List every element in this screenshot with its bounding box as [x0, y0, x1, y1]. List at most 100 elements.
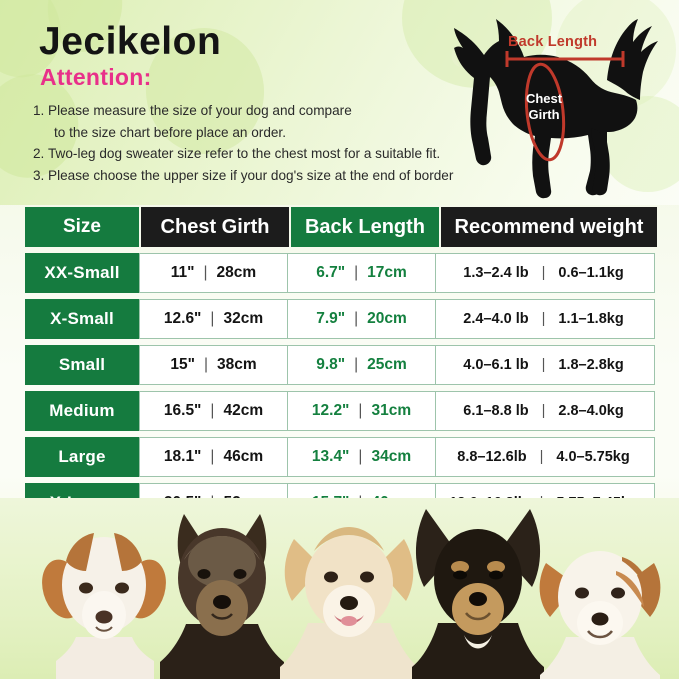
row-back-length: 7.9" | 20cm — [287, 300, 435, 338]
row-recommend-weight: 1.3–2.4 lb | 0.6–1.1kg — [435, 254, 651, 292]
chest-cm: 42cm — [223, 402, 264, 419]
dog-photo-black-tan-chihuahua — [404, 503, 552, 679]
dog-silhouette-icon — [451, 19, 658, 199]
unit-separator: | — [203, 356, 208, 373]
row-back-length: 13.4" | 34cm — [287, 438, 435, 476]
chest-girth-annotation-label: Chest Girth — [516, 91, 572, 123]
row-data: 11" | 28cm 6.7" | 17cm 1.3–2.4 lb | 0.6–1.1kg — [139, 253, 655, 293]
unit-separator: | — [541, 311, 546, 327]
weight-kg: 2.8–4.0kg — [558, 403, 624, 419]
row-size-label: Large — [25, 437, 139, 477]
note-number: 1. — [33, 103, 45, 118]
row-chest-girth: 15" | 38cm — [139, 346, 287, 384]
weight-lb: 6.1–8.8 lb — [463, 403, 529, 419]
chest-inches: 15" — [170, 356, 195, 373]
row-data: 15" | 38cm 9.8" | 25cm 4.0–6.1 lb | 1.8–2.8kg — [139, 345, 655, 385]
weight-lb: 4.0–6.1 lb — [463, 357, 529, 373]
table-row[interactable]: X-Small 12.6" | 32cm 7.9" | 20cm 2.4–4.0 lb |… — [25, 299, 655, 339]
unit-separator: | — [358, 402, 363, 419]
row-data: 12.6" | 32cm 7.9" | 20cm 2.4–4.0 lb | 1.1–1.8k… — [139, 299, 655, 339]
chest-girth-line-2: Girth — [528, 107, 560, 122]
back-inches: 9.8" — [316, 356, 346, 373]
back-cm: 34cm — [371, 448, 412, 465]
dog-photo-jack-russell-mix — [530, 527, 670, 679]
row-size-label: XX-Small — [25, 253, 139, 293]
back-cm: 31cm — [371, 402, 412, 419]
unit-separator: | — [210, 448, 215, 465]
back-inches: 13.4" — [311, 448, 350, 465]
back-cm: 17cm — [367, 264, 407, 281]
chest-inches: 12.6" — [163, 310, 202, 327]
dog-photo-long-haired-chihuahua — [274, 511, 424, 679]
unit-separator: | — [203, 264, 208, 281]
note-number: 3. — [33, 167, 45, 183]
row-recommend-weight: 4.0–6.1 lb | 1.8–2.8kg — [435, 346, 651, 384]
row-data: 16.5" | 42cm 12.2" | 31cm 6.1–8.8 lb | 2.8–4.0… — [139, 391, 655, 431]
row-size-label: Medium — [25, 391, 139, 431]
weight-lb: 8.8–12.6lb — [457, 449, 527, 465]
row-size-label: X-Small — [25, 299, 139, 339]
note-text: Please choose the upper size if your dog… — [48, 167, 454, 183]
row-back-length: 12.2" | 31cm — [287, 392, 435, 430]
dog-photo-beagle-mix-puppy — [36, 519, 172, 679]
brand-title: Jecikelon — [39, 20, 222, 63]
table-header-row: Size Chest Girth Back Length Recommend w… — [25, 207, 657, 247]
unit-separator: | — [539, 449, 544, 465]
table-row[interactable]: XX-Small 11" | 28cm 6.7" | 17cm 1.3–2.4 lb | 0… — [25, 253, 655, 293]
chest-cm: 28cm — [216, 264, 257, 281]
back-inches: 7.9" — [316, 310, 346, 327]
attention-note-1: 1. Please measure the size of your dog a… — [33, 100, 503, 122]
chest-inches: 11" — [170, 264, 195, 281]
note-text: to the size chart before place an order. — [54, 124, 286, 140]
note-number: 2. — [33, 146, 45, 161]
chest-cm: 38cm — [216, 356, 257, 373]
header-back-length: Back Length — [291, 207, 439, 247]
weight-lb: 2.4–4.0 lb — [463, 311, 529, 327]
chest-inches: 18.1" — [163, 448, 202, 465]
attention-notes-list: 1. Please measure the size of your dog a… — [33, 100, 503, 186]
chest-girth-ellipse-icon — [524, 62, 566, 162]
note-text: Two-leg dog sweater size refer to the ch… — [48, 146, 441, 161]
attention-note-2: 2. Two-leg dog sweater size refer to the… — [33, 143, 503, 165]
attention-note-3: 3. Please choose the upper size if your … — [33, 165, 503, 187]
header-size: Size — [25, 207, 139, 247]
header-recommend-weight: Recommend weight — [441, 207, 657, 247]
unit-separator: | — [354, 356, 359, 373]
unit-separator: | — [210, 402, 215, 419]
unit-separator: | — [354, 264, 359, 281]
measurement-diagram: Back Length Chest Girth — [395, 2, 679, 202]
row-recommend-weight: 8.8–12.6lb | 4.0–5.75kg — [435, 438, 651, 476]
back-cm: 25cm — [367, 356, 407, 373]
row-recommend-weight: 2.4–4.0 lb | 1.1–1.8kg — [435, 300, 651, 338]
table-row[interactable]: Large 18.1" | 46cm 13.4" | 34cm 8.8–12.6lb | 4… — [25, 437, 655, 477]
unit-separator: | — [541, 403, 546, 419]
chest-inches: 16.5" — [163, 402, 202, 419]
chest-cm: 32cm — [223, 310, 264, 327]
table-row[interactable]: Medium 16.5" | 42cm 12.2" | 31cm 6.1–8.8 lb |… — [25, 391, 655, 431]
table-row[interactable]: Small 15" | 38cm 9.8" | 25cm 4.0–6.1 lb | 1.8–… — [25, 345, 655, 385]
weight-lb: 1.3–2.4 lb — [463, 265, 529, 281]
unit-separator: | — [354, 310, 359, 327]
note-text: Please measure the size of your dog and … — [48, 103, 352, 118]
back-cm: 20cm — [367, 310, 407, 327]
back-length-arrow-icon — [505, 51, 625, 67]
back-inches: 12.2" — [311, 402, 350, 419]
attention-heading: Attention: — [40, 64, 152, 90]
unit-separator: | — [541, 265, 546, 281]
unit-separator: | — [358, 448, 363, 465]
chest-girth-line-1: Chest — [525, 91, 563, 106]
unit-separator: | — [210, 310, 215, 327]
row-chest-girth: 12.6" | 32cm — [139, 300, 287, 338]
size-chart-table: Size Chest Girth Back Length Recommend w… — [25, 207, 657, 523]
attention-note-1-continued: to the size chart before place an order. — [33, 122, 503, 144]
row-chest-girth: 16.5" | 42cm — [139, 392, 287, 430]
dog-photo-yorkshire-terrier — [150, 504, 294, 679]
row-back-length: 9.8" | 25cm — [287, 346, 435, 384]
weight-kg: 1.1–1.8kg — [558, 311, 624, 327]
weight-kg: 1.8–2.8kg — [558, 357, 624, 373]
row-data: 18.1" | 46cm 13.4" | 34cm 8.8–12.6lb | 4.0–5.7… — [139, 437, 655, 477]
weight-kg: 0.6–1.1kg — [558, 265, 624, 281]
back-length-annotation-label: Back Length — [508, 34, 598, 50]
row-chest-girth: 18.1" | 46cm — [139, 438, 287, 476]
